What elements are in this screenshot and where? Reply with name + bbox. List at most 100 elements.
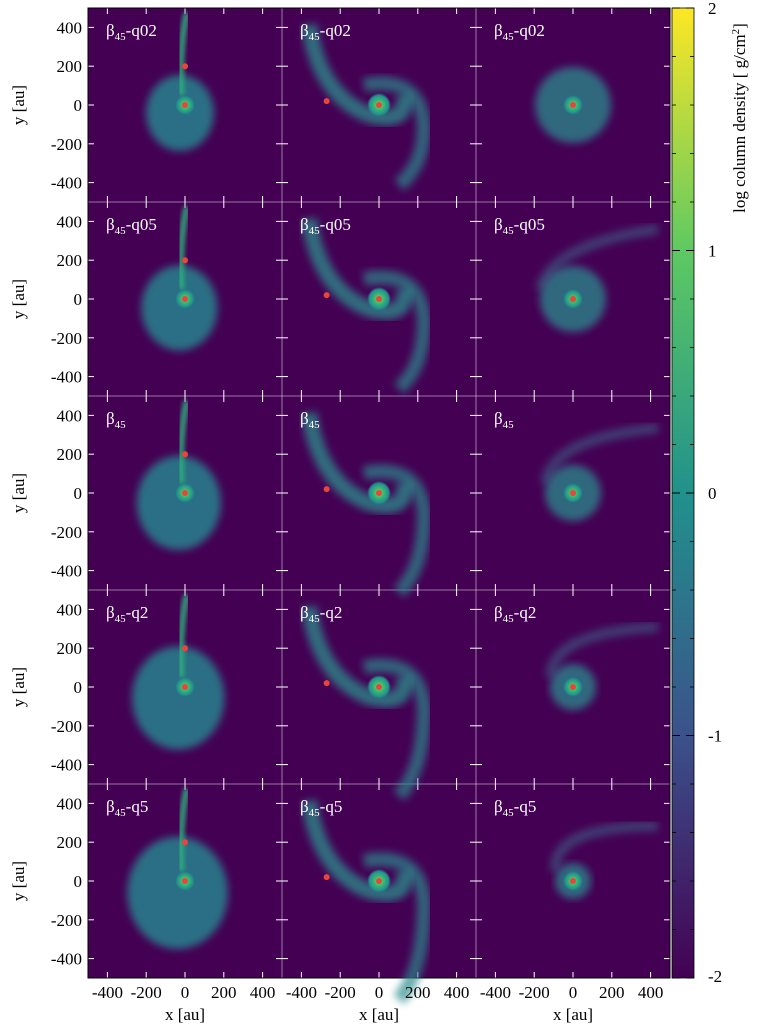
colorbar-tick-label: -1 bbox=[708, 727, 722, 746]
panel-title-subscript: 45 bbox=[309, 225, 321, 237]
sink-particle-marker bbox=[376, 878, 382, 884]
x-tick-label: -400 bbox=[92, 983, 123, 1002]
colorbar-tick-label: 1 bbox=[708, 242, 717, 261]
y-axis-label: y [au] bbox=[9, 667, 28, 707]
panel-title-main: β bbox=[494, 215, 503, 234]
panel-title: β45-q02 bbox=[106, 21, 157, 43]
x-tick-label: 0 bbox=[569, 983, 578, 1002]
sink-particle-marker bbox=[376, 684, 382, 690]
sink-particle-marker bbox=[323, 680, 330, 687]
sink-particle-marker bbox=[182, 63, 188, 70]
panel-title-subscript: 45 bbox=[503, 613, 515, 625]
x-tick-label: -200 bbox=[519, 983, 550, 1002]
sink-particle-marker bbox=[570, 878, 576, 884]
stream-density bbox=[177, 400, 191, 484]
y-tick-label: 0 bbox=[74, 484, 83, 503]
sink-particle-marker bbox=[376, 490, 382, 496]
tail-density bbox=[535, 224, 659, 291]
panel-title-main: β bbox=[494, 797, 503, 816]
y-tick-label: -400 bbox=[51, 950, 82, 969]
y-tick-label: 200 bbox=[57, 251, 83, 270]
panel-title: β45-q02 bbox=[494, 21, 545, 43]
x-tick-label: 200 bbox=[599, 983, 625, 1002]
spiral-arm-density bbox=[362, 464, 432, 598]
panel-title-suffix: -q02 bbox=[514, 21, 545, 40]
panel-title-suffix: -q5 bbox=[320, 797, 343, 816]
spiral-arm-density bbox=[362, 270, 432, 394]
panel-title: β45-q05 bbox=[494, 215, 545, 237]
y-axis-label: y [au] bbox=[9, 85, 28, 125]
panel-title-subscript: 45 bbox=[309, 807, 321, 819]
panel-title: β45-q05 bbox=[300, 215, 351, 237]
y-tick-label: -400 bbox=[51, 368, 82, 387]
x-axis-label: x [au] bbox=[359, 1005, 399, 1024]
sink-particle-marker bbox=[376, 102, 382, 108]
sink-particle-marker bbox=[323, 486, 330, 493]
x-tick-label: 0 bbox=[181, 983, 190, 1002]
panel-title-suffix: -q05 bbox=[514, 215, 545, 234]
panel-title: β45 bbox=[106, 409, 126, 431]
panel-title-suffix: -q5 bbox=[126, 797, 149, 816]
sink-particle-marker bbox=[323, 98, 330, 105]
panel-title-subscript: 45 bbox=[503, 225, 515, 237]
sink-particle-marker bbox=[182, 645, 188, 652]
y-tick-label: 0 bbox=[74, 96, 83, 115]
panel-title-suffix: -q02 bbox=[320, 21, 351, 40]
stream-density bbox=[177, 594, 191, 678]
x-tick-label: -400 bbox=[480, 983, 511, 1002]
spiral-arm-density bbox=[301, 23, 413, 126]
spiral-arm-density bbox=[362, 76, 432, 191]
panel-title-subscript: 45 bbox=[309, 613, 321, 625]
y-tick-label: -200 bbox=[51, 911, 82, 930]
spiral-arm-density bbox=[301, 217, 413, 320]
panel-title-suffix: -q05 bbox=[126, 215, 157, 234]
panel-title-subscript: 45 bbox=[115, 613, 127, 625]
panel-title-suffix: -q2 bbox=[514, 603, 537, 622]
y-tick-label: -400 bbox=[51, 174, 82, 193]
stream-density bbox=[177, 12, 191, 96]
y-tick-label: 0 bbox=[74, 678, 83, 697]
panel-title-subscript: 45 bbox=[115, 31, 127, 43]
plot-frame bbox=[87, 7, 671, 979]
disc-density bbox=[127, 836, 228, 950]
stream-density bbox=[177, 788, 191, 872]
tail-density bbox=[540, 423, 659, 485]
x-tick-label: 400 bbox=[638, 983, 664, 1002]
y-tick-label: 400 bbox=[57, 600, 83, 619]
panel-title-main: β bbox=[106, 21, 115, 40]
y-tick-label: 200 bbox=[57, 639, 83, 658]
sink-particle-marker bbox=[182, 296, 188, 302]
spiral-arm-density bbox=[301, 605, 413, 708]
panel-title-suffix: -q05 bbox=[320, 215, 351, 234]
y-tick-label: 200 bbox=[57, 445, 83, 464]
panel-title: β45-q05 bbox=[106, 215, 157, 237]
y-tick-label: -400 bbox=[51, 756, 82, 775]
x-tick-label: -200 bbox=[131, 983, 162, 1002]
sink-particle-marker bbox=[182, 684, 188, 690]
panel-title-main: β bbox=[106, 409, 115, 428]
y-tick-label: -200 bbox=[51, 329, 82, 348]
disc-density bbox=[131, 646, 225, 750]
sink-particle-marker bbox=[570, 102, 576, 108]
panel-title-subscript: 45 bbox=[115, 419, 127, 431]
panel-title: β45-q5 bbox=[300, 797, 342, 819]
spiral-arm-density bbox=[301, 411, 413, 514]
y-tick-label: -200 bbox=[51, 717, 82, 736]
x-tick-label: 0 bbox=[375, 983, 384, 1002]
tail-density bbox=[545, 622, 659, 678]
x-tick-label: 400 bbox=[250, 983, 276, 1002]
panel-title: β45-q2 bbox=[494, 603, 536, 625]
y-axis-label: y [au] bbox=[9, 473, 28, 513]
panel-title: β45-q2 bbox=[106, 603, 148, 625]
y-tick-label: 200 bbox=[57, 833, 83, 852]
x-tick-label: -400 bbox=[286, 983, 317, 1002]
sink-particle-marker bbox=[182, 451, 188, 458]
panel-title-subscript: 45 bbox=[309, 31, 321, 43]
panel-title: β45-q2 bbox=[300, 603, 342, 625]
sink-particle-marker bbox=[182, 878, 188, 884]
panel-title-subscript: 45 bbox=[503, 807, 515, 819]
panel-title-subscript: 45 bbox=[309, 419, 321, 431]
colorbar-tick-label: -2 bbox=[708, 967, 722, 986]
sink-particle-marker bbox=[376, 296, 382, 302]
